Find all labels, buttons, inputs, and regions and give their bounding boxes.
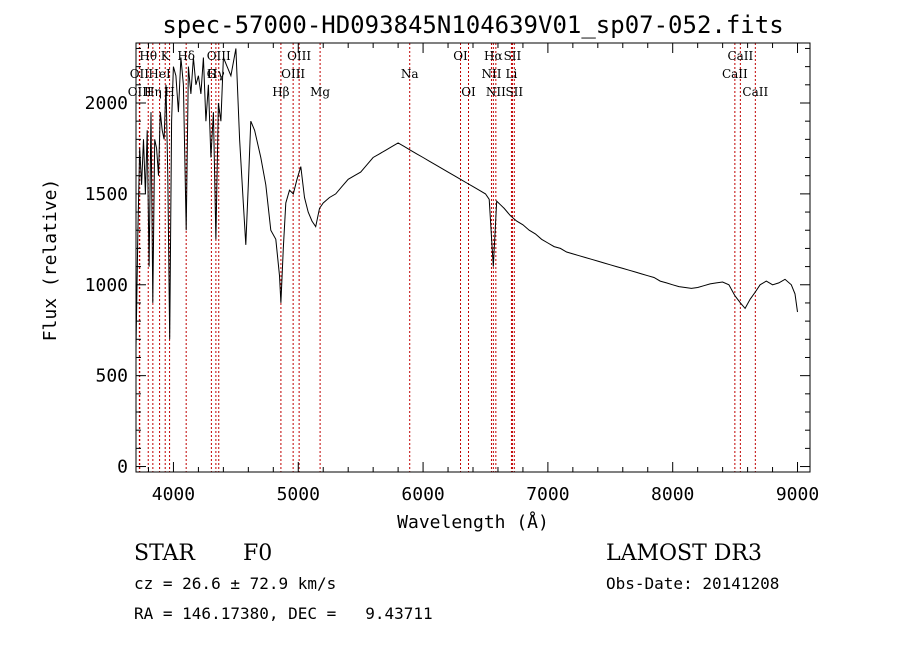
line-marker-label: Hγ [207, 67, 225, 81]
x-tick-label: 5000 [277, 484, 320, 505]
line-marker-labels: Hθ OII OIII K HeI Hη H Hδ OIII HγG OIII OIII Hβ Mg Na O… [128, 49, 769, 99]
line-marker-label: Hα [484, 49, 503, 63]
line-marker-label: OI [461, 85, 476, 99]
y-axis-ticks: 0 500 1000 1500 2000 [85, 47, 810, 478]
spectrum-series-line [135, 48, 798, 349]
x-axis-ticks: 4000 5000 6000 7000 8000 9000 [147, 43, 819, 505]
line-markers [138, 43, 756, 472]
line-marker-label: Hη [144, 85, 162, 99]
y-tick-label: 1500 [85, 184, 128, 205]
line-marker-label: Li [506, 67, 518, 81]
x-tick-label: 6000 [401, 484, 444, 505]
line-marker-label: CaII [722, 67, 748, 81]
y-tick-label: 500 [95, 366, 128, 387]
line-marker-label: SII [504, 49, 522, 63]
coordinates-text: RA = 146.17380, DEC = 9.43711 [134, 604, 433, 623]
x-tick-label: 9000 [776, 484, 819, 505]
line-marker-label: NII [486, 85, 506, 99]
line-marker-label: CaII [727, 49, 753, 63]
line-marker-label: OI [453, 49, 468, 63]
y-tick-label: 1000 [85, 275, 128, 296]
line-marker-label: Hδ [177, 49, 195, 63]
line-marker-label: NII [481, 67, 501, 81]
line-marker-label: Na [401, 67, 419, 81]
line-marker-label: HeI [148, 67, 171, 81]
line-marker-label: Hθ [139, 49, 157, 63]
line-marker-label: OIII [207, 49, 231, 63]
x-tick-label: 4000 [152, 484, 195, 505]
obs-date-text: Obs-Date: 20141208 [606, 574, 779, 593]
line-marker-label: SII [505, 85, 523, 99]
y-tick-label: 0 [117, 457, 128, 478]
line-marker-label: Hβ [272, 85, 289, 99]
line-marker-label: K [161, 49, 171, 63]
line-marker-label: G [207, 67, 217, 81]
redshift-text: cz = 26.6 ± 72.9 km/s [134, 574, 336, 593]
line-marker-label: CaII [742, 85, 768, 99]
chart-title: spec-57000-HD093845N104639V01_sp07-052.f… [162, 11, 783, 39]
line-marker-label: OIII [128, 85, 152, 99]
line-marker-label: Mg [310, 85, 330, 99]
line-marker-label: OIII [281, 67, 305, 81]
survey-name: LAMOST DR3 [606, 541, 762, 566]
object-subclass: F0 [243, 541, 272, 566]
line-marker-label: H [164, 85, 174, 99]
y-axis-label: Flux (relative) [40, 179, 61, 342]
x-axis-label: Wavelength (Å) [397, 511, 549, 533]
x-tick-label: 8000 [651, 484, 694, 505]
object-class: STAR [134, 541, 196, 566]
line-marker-label: OII [130, 67, 150, 81]
line-marker-label: OIII [287, 49, 311, 63]
x-tick-label: 7000 [526, 484, 569, 505]
y-tick-label: 2000 [85, 93, 128, 114]
